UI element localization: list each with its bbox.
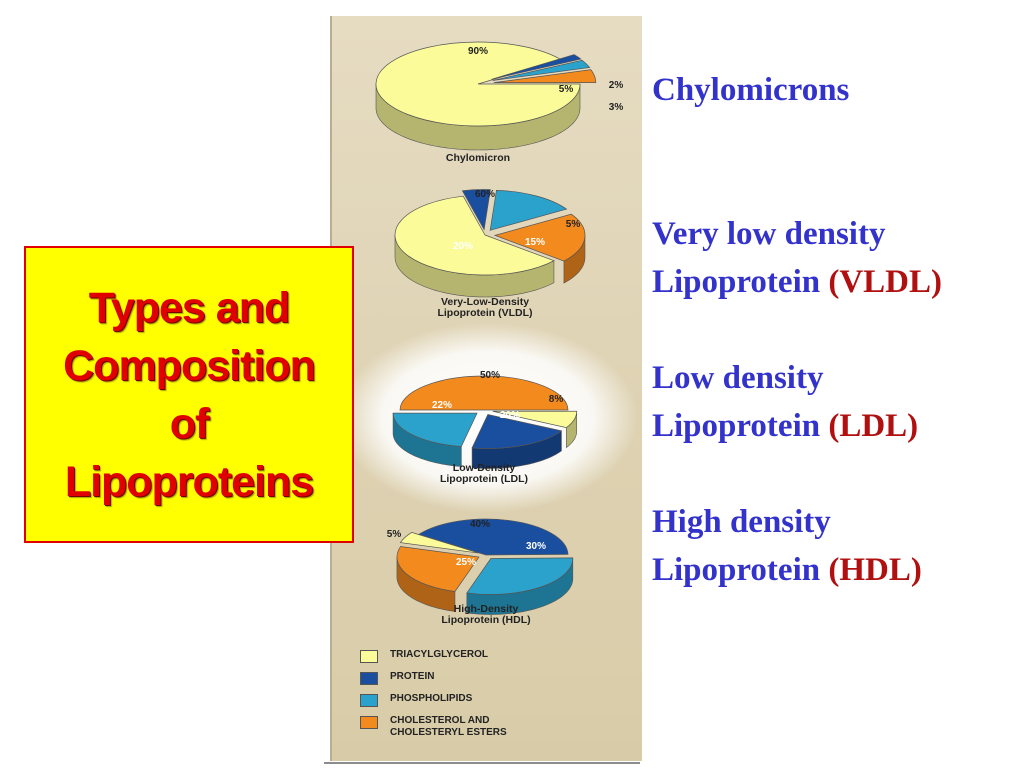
type-hdl-abbr: (HDL) — [828, 552, 922, 588]
legend-label-cholesterol: CHOLESTEROL AND CHOLESTERYL ESTERS — [390, 715, 507, 738]
pie-label-phospholipids: 3% — [609, 102, 624, 113]
pie-slice-protein — [417, 518, 569, 556]
pie-label-phospholipids: 22% — [432, 400, 452, 411]
pie-title: Lipoprotein (VLDL) — [437, 307, 532, 319]
pie-slice-phospholipids — [492, 59, 591, 81]
type-vldl-line1: Very low density — [652, 216, 886, 252]
pie-label-cholesterol: 50% — [480, 370, 500, 381]
pie-slice-protein — [461, 189, 491, 231]
pie-slice-cholesterol — [493, 69, 597, 83]
legend-label-phospholipids: PHOSPHOLIPIDS — [390, 693, 473, 704]
type-vldl-abbr: (VLDL) — [828, 264, 943, 300]
pie-slice-cholesterol — [399, 375, 569, 411]
pie-title: Low-Density — [453, 462, 516, 474]
type-vldl-line2: Lipoprotein — [652, 264, 821, 300]
pie-slice-triacylglycerol — [394, 195, 555, 276]
pie-label-protein: 40% — [470, 519, 490, 530]
type-chylomicrons-name: Chylomicrons — [652, 72, 850, 108]
pie-label-triacylglycerol: 5% — [387, 529, 402, 540]
type-hdl: High density Lipoprotein (HDL) — [652, 498, 922, 594]
pie-slice-triacylglycerol — [375, 41, 581, 127]
pie-slice-phospholipids — [392, 412, 478, 447]
type-vldl: Very low density Lipoprotein (VLDL) — [652, 210, 942, 306]
pie-title: Very-Low-Density — [441, 296, 529, 308]
legend-swatch-triacylglycerol — [360, 650, 378, 663]
type-ldl: Low density Lipoprotein (LDL) — [652, 354, 918, 450]
pie-chylomicron: 90% 2% 3% 5% Chylomicron — [375, 41, 624, 164]
type-ldl-line1: Low density — [652, 360, 824, 396]
pie-slice-triacylglycerol — [399, 532, 479, 554]
legend-swatch-protein — [360, 672, 378, 685]
pie-slice-triacylglycerol — [492, 410, 578, 428]
slide-title: Types and Composition of Lipoproteins — [63, 283, 316, 506]
type-hdl-line2: Lipoprotein — [652, 552, 821, 588]
pie-label-protein: 5% — [566, 219, 581, 230]
pie-slice-phospholipids — [466, 557, 574, 595]
legend-label-protein: PROTEIN — [390, 671, 435, 682]
pie-label-phospholipids: 15% — [525, 237, 545, 248]
pie-title: Lipoprotein (LDL) — [440, 473, 528, 485]
type-ldl-abbr: (LDL) — [828, 408, 919, 444]
pie-slice-protein — [471, 414, 563, 449]
pie-label-triacylglycerol: 8% — [549, 394, 564, 405]
pie-label-cholesterol: 5% — [559, 84, 574, 95]
pie-slice-phospholipids — [489, 190, 568, 231]
pie-label-phospholipids: 30% — [526, 541, 546, 552]
pie-label-cholesterol: 25% — [456, 557, 476, 568]
pie-slice-cholesterol — [396, 546, 480, 592]
type-ldl-line2: Lipoprotein — [652, 408, 821, 444]
pie-slice-cholesterol — [493, 213, 586, 262]
legend-label-triacylglycerol: TRIACYLGLYCEROL — [390, 649, 488, 660]
pie-label-protein: 2% — [609, 80, 624, 91]
type-chylomicrons: Chylomicrons — [652, 66, 849, 114]
legend-swatch-cholesterol — [360, 716, 378, 729]
legend-swatch-phospholipids — [360, 694, 378, 707]
pie-label-cholesterol: 20% — [453, 241, 473, 252]
pie-title: High-Density — [454, 603, 519, 615]
pie-slice-protein — [491, 54, 582, 80]
pie-label-protein: 20% — [500, 410, 520, 421]
panel-bottom-line — [324, 762, 640, 764]
pie-label-triacylglycerol: 90% — [468, 46, 488, 57]
type-hdl-line1: High density — [652, 504, 831, 540]
slide-title-box: Types and Composition of Lipoproteins — [24, 246, 354, 543]
pie-title: Chylomicron — [446, 152, 510, 164]
pie-label-triacylglycerol: 60% — [475, 189, 495, 200]
pie-title: Lipoprotein (HDL) — [441, 614, 530, 626]
